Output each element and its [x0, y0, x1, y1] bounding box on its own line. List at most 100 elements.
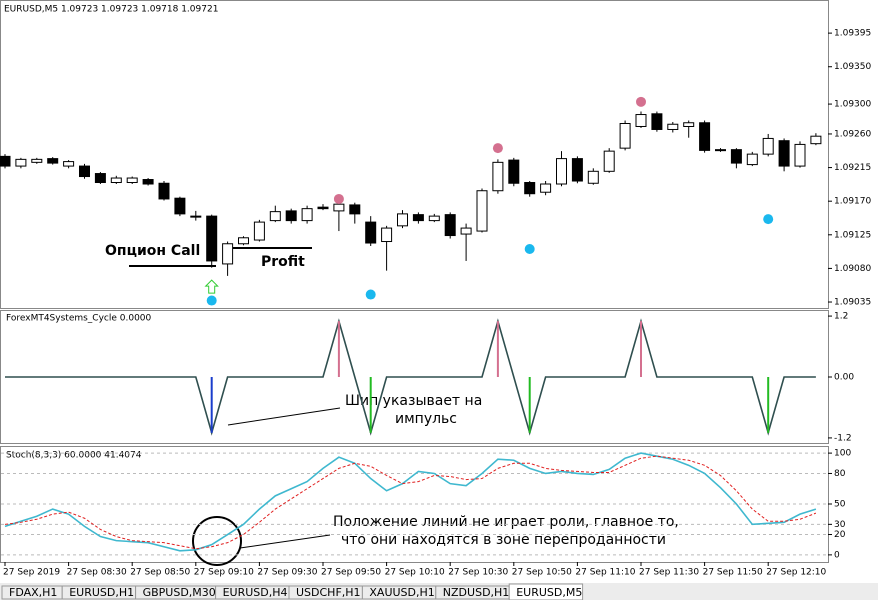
indicator-title: ForexMT4Systems_Cycle 0.0000: [6, 314, 152, 324]
y-tick-label: 0: [834, 550, 840, 560]
candle-body: [476, 190, 488, 232]
indicator-title: Stoch(8,3,3) 60.0000 41.4074: [6, 451, 142, 461]
tab-label[interactable]: XAUUSD,H1: [369, 586, 434, 599]
x-tick-label: 27 Sep 2019: [3, 568, 60, 578]
x-tick-label: 27 Sep 10:10: [385, 568, 445, 578]
signal-dot: [333, 193, 344, 204]
tab-label[interactable]: EURUSD,M5: [516, 586, 582, 599]
candle-body: [269, 211, 281, 222]
tab-label[interactable]: FDAX,H1: [9, 586, 57, 599]
candle-body: [31, 158, 43, 163]
signal-dot: [636, 96, 646, 107]
price-panel: [0, 0, 829, 309]
series-line: [5, 318, 816, 436]
candle-body: [460, 227, 472, 235]
candle-body: [778, 140, 790, 167]
signal-dot: [206, 295, 217, 306]
candle-body: [47, 158, 59, 164]
annotation: что они находятся в зоне перепроданности: [341, 532, 666, 548]
candle-body: [190, 215, 202, 218]
candle-body: [715, 149, 726, 152]
signal-arrow: [204, 279, 219, 294]
signal-dot: [524, 243, 535, 254]
y-tick-label: 1.09350: [834, 62, 871, 72]
y-tick-label: 30: [834, 520, 846, 530]
candle-body: [317, 206, 329, 210]
candle-body: [524, 182, 536, 195]
candle-body: [508, 159, 520, 184]
candle-body: [365, 221, 377, 244]
candle-body: [397, 213, 408, 227]
y-tick-label: 100: [834, 449, 851, 459]
x-tick-label: 27 Sep 09:30: [257, 568, 317, 578]
annotation: импульс: [395, 411, 457, 427]
y-tick-label: 80: [834, 469, 846, 479]
x-tick-label: 27 Sep 11:10: [575, 568, 635, 578]
y-tick-label: 1.09215: [834, 163, 871, 173]
series-line: [4, 452, 817, 552]
x-tick-label: 27 Sep 10:30: [448, 568, 508, 578]
candle-body: [0, 155, 11, 167]
candle-body: [444, 214, 456, 237]
annotation-line: [239, 534, 331, 549]
annotation: Положение линий не играет роли, главное …: [333, 514, 679, 530]
candle-body: [349, 204, 361, 215]
y-tick-label: 1.09260: [834, 129, 871, 139]
y-tick-label: 1.09300: [834, 100, 871, 110]
x-tick-label: 27 Sep 11:30: [639, 568, 699, 578]
x-tick-label: 27 Sep 08:30: [67, 568, 127, 578]
candle-body: [253, 221, 265, 241]
candle-body: [587, 170, 599, 184]
annotation: Profit: [261, 254, 305, 270]
candle-body: [381, 227, 393, 243]
candle-body: [794, 143, 806, 167]
annotation: Шип указывает на: [345, 393, 482, 409]
tab-label[interactable]: USDCHF,H1: [296, 586, 361, 599]
tab-label[interactable]: EURUSD,H4: [223, 586, 288, 599]
tab-label[interactable]: NZDUSD,H1: [443, 586, 510, 599]
candle-body: [492, 161, 504, 192]
candle-body: [174, 197, 186, 215]
candle-body: [126, 177, 138, 184]
candle-body: [63, 161, 75, 167]
x-tick-label: 27 Sep 09:10: [194, 568, 254, 578]
tab[interactable]: [508, 583, 584, 600]
y-tick-label: 1.09125: [834, 230, 871, 240]
candle-body: [94, 173, 106, 184]
candle-body: [412, 214, 424, 222]
y-tick-label: 1.09035: [834, 298, 871, 308]
candle-body: [110, 177, 122, 184]
candle-body: [222, 243, 234, 265]
candle-body: [301, 208, 313, 222]
x-tick-label: 27 Sep 09:50: [321, 568, 381, 578]
y-tick-label: 1.09170: [834, 197, 871, 207]
candle-body: [571, 158, 583, 182]
candle-body: [556, 158, 567, 185]
candle-body: [699, 122, 711, 151]
candle-body: [285, 210, 297, 222]
tab-label[interactable]: GBPUSD,M30: [143, 586, 216, 599]
candle-body: [540, 183, 552, 193]
candle-body: [667, 123, 679, 130]
y-tick-label: 1.2: [834, 312, 848, 322]
candle-body: [651, 113, 663, 130]
candle-body: [635, 114, 647, 127]
y-tick-label: 1.09080: [834, 264, 871, 274]
y-tick-label: 1.09395: [834, 29, 871, 39]
tab-label[interactable]: EURUSD,H1: [69, 586, 134, 599]
candle-body: [158, 182, 170, 200]
y-tick-label: 20: [834, 530, 846, 540]
candle-body: [762, 137, 774, 155]
annotation-line: [227, 407, 341, 426]
candle-body: [603, 150, 615, 172]
candle-body: [746, 153, 758, 166]
candle-body: [619, 123, 631, 149]
signal-dot: [492, 143, 503, 154]
x-tick-label: 27 Sep 10:50: [512, 568, 572, 578]
y-tick-label: -1.2: [834, 433, 852, 443]
candle-body: [428, 215, 440, 222]
candle-body: [238, 237, 249, 245]
candle-body: [79, 165, 90, 178]
candle-body: [683, 122, 695, 127]
